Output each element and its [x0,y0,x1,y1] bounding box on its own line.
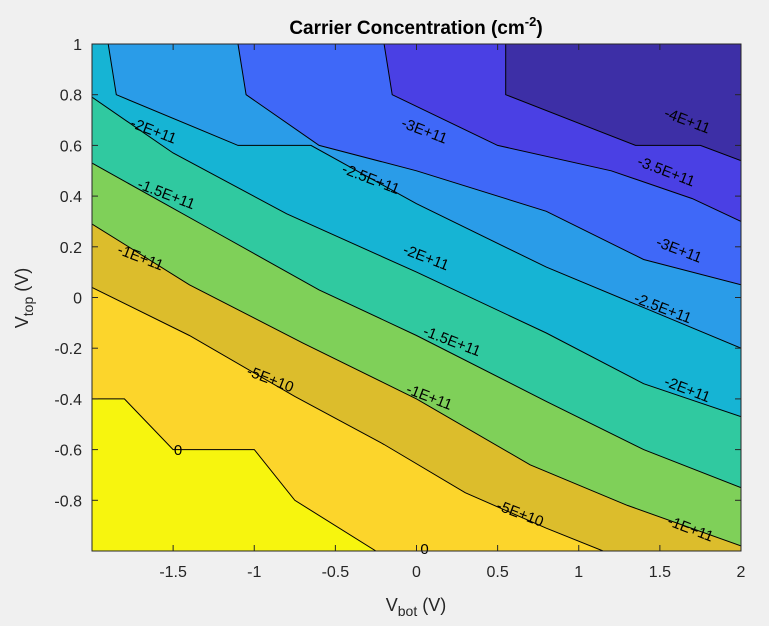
y-tick-label: -0.4 [54,392,82,409]
y-tick-label: 0.6 [60,138,82,155]
y-tick-label: -0.2 [54,341,82,358]
x-tick-label: -1.5 [159,564,187,581]
x-tick-label: -0.5 [322,564,350,581]
y-tick-label: -0.6 [54,443,82,460]
contour-label-text: 0 [420,541,428,558]
contour-line-4 [92,162,741,489]
contour-line-2 [92,286,604,551]
contour-line-8 [383,44,741,222]
x-tick-label: 2 [737,564,746,581]
contour-line-9 [505,44,741,162]
y-axis: -0.8 -0.6 -0.4 -0.2 0 0.2 0.4 0.6 0.8 1 [54,37,741,510]
y-tick-label: -0.8 [54,493,82,510]
contour-line-1 [92,398,458,551]
y-axis-label-subscript: top [20,297,36,317]
contour-label-text: 0 [174,442,182,459]
contour-line-layer [92,44,741,551]
y-tick-label: 0.4 [60,189,82,206]
contour-line-3 [92,223,741,547]
x-tick-label: 1.5 [649,564,671,581]
x-tick-label: 1 [574,564,583,581]
y-tick-label: 0.8 [60,88,82,105]
chart-title: Carrier Concentration (cm-2) [289,14,542,39]
contour-line-6 [107,44,741,349]
y-tick-label: 1 [73,37,82,54]
x-tick-label: -1 [247,564,261,581]
x-axis-label-subscript: bot [398,603,418,619]
x-tick-label: 0 [412,564,421,581]
contour-fill-layer [92,44,741,551]
contour-label-1: 0 [174,442,182,459]
contour-line-7 [237,44,741,286]
x-axis: -1.5 -1 -0.5 0 0.5 1 1.5 2 [159,44,746,581]
y-tick-label: 0 [73,291,82,308]
contour-region-9 [505,44,741,161]
y-axis-label: Vtop (V) [12,268,36,328]
contour-label-2: 0 [420,541,428,558]
x-axis-label: Vbot (V) [386,595,446,619]
chart-title-superscript: -2 [525,14,537,29]
contour-line-5 [92,96,741,418]
x-tick-label: 0.5 [487,564,509,581]
y-tick-label: 0.2 [60,240,82,257]
